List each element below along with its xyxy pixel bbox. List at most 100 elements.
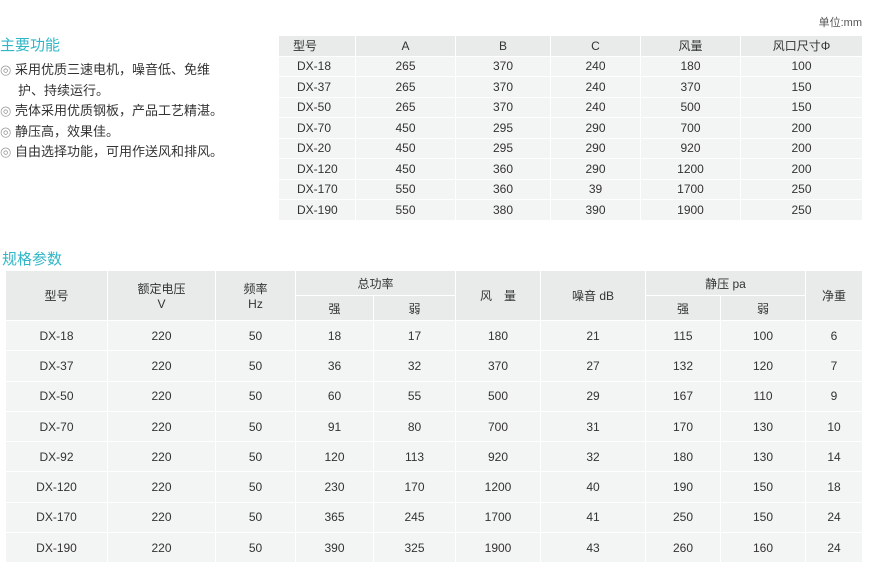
table-cell: 450 [355, 158, 456, 180]
table-cell: 120 [295, 441, 374, 473]
table-cell: 21 [540, 319, 647, 352]
table-cell: 220 [107, 350, 216, 382]
table-cell: 370 [455, 76, 551, 98]
table-cell: DX-120 [278, 158, 356, 180]
table-cell: 220 [107, 501, 216, 534]
table-cell: 190 [645, 471, 722, 503]
column-header: 风口尺寸Φ [740, 35, 863, 57]
table-cell: 370 [455, 96, 551, 118]
table-cell: 450 [355, 117, 456, 139]
table-cell: 370 [455, 55, 551, 77]
table-cell: 50 [215, 380, 296, 412]
table-cell: 150 [740, 76, 863, 98]
table-cell: 230 [295, 471, 374, 503]
table-cell: 9 [805, 380, 864, 412]
table-cell: 91 [295, 410, 374, 443]
table-cell: 180 [640, 55, 741, 77]
header-weight: 净重 [805, 270, 864, 321]
table-cell: 550 [355, 178, 456, 200]
header-noise: 噪音 dB [540, 270, 647, 321]
table-cell: 360 [455, 178, 551, 200]
table-cell: DX-50 [5, 380, 108, 412]
table-cell: 7 [805, 350, 864, 382]
table-cell: 10 [805, 410, 864, 443]
table-row: DX-190 550 380 390 1900 250 [278, 199, 863, 221]
table-cell: 60 [295, 380, 374, 412]
table-cell: 390 [295, 532, 374, 564]
table-cell: 32 [372, 350, 457, 382]
table-cell: 220 [107, 380, 216, 412]
table-cell: 14 [805, 441, 864, 473]
dimensions-table: 型号 A B C 风量 风口尺寸Φ DX-18 265 370 240 180 100 DX-37 265… [278, 35, 863, 221]
feature-item: ◎ 静压高，效果佳。 [0, 123, 119, 139]
table-cell: 920 [640, 137, 741, 159]
table-cell: DX-70 [5, 410, 108, 443]
table-cell: 6 [805, 319, 864, 352]
table-cell: 132 [645, 350, 722, 382]
header-power-weak: 弱 [372, 295, 457, 321]
table-cell: 700 [455, 410, 542, 443]
table-cell: 32 [540, 441, 647, 473]
table-row: DX-120 450 360 290 1200 200 [278, 158, 863, 180]
table-header-row: 型号 A B C 风量 风口尺寸Φ [278, 35, 863, 57]
table-cell: 115 [645, 319, 722, 352]
feature-item-cont: 护、持续运行。 [18, 82, 110, 98]
features-title: 主要功能 [0, 37, 61, 54]
table-cell: 200 [740, 158, 863, 180]
header-power-strong: 强 [295, 295, 374, 321]
unit-label: 单位:mm [818, 17, 862, 29]
table-cell: 250 [740, 178, 863, 200]
table-row: DX-70 450 295 290 700 200 [278, 117, 863, 139]
table-cell: DX-170 [5, 501, 108, 534]
table-cell: DX-50 [278, 96, 356, 118]
table-cell: 130 [720, 410, 807, 443]
table-cell: 31 [540, 410, 647, 443]
table-cell: 920 [455, 441, 542, 473]
header-power: 总功率 [294, 270, 457, 296]
table-cell: DX-37 [5, 350, 108, 382]
table-cell: 100 [740, 55, 863, 77]
column-header: C [550, 35, 641, 57]
table-cell: 250 [740, 199, 863, 221]
table-cell: DX-190 [5, 532, 108, 564]
table-cell: 380 [455, 199, 551, 221]
table-cell: 50 [215, 532, 296, 564]
table-cell: 130 [720, 441, 807, 473]
table-cell: 50 [215, 441, 296, 473]
table-cell: 1700 [455, 501, 542, 534]
feature-item: ◎ 壳体采用优质钢板，产品工艺精湛。 [0, 103, 223, 118]
table-cell: 110 [720, 380, 807, 412]
table-cell: 1200 [455, 471, 542, 503]
table-cell: 700 [640, 117, 741, 139]
table-cell: 220 [107, 410, 216, 443]
table-row: DX-92 220 50 120 113 920 32 180 130 14 [5, 441, 864, 473]
table-cell: 370 [455, 350, 542, 382]
table-cell: 295 [455, 137, 551, 159]
table-cell: DX-70 [278, 117, 356, 139]
table-cell: 36 [295, 350, 374, 382]
table-cell: 150 [720, 471, 807, 503]
table-cell: 260 [645, 532, 722, 564]
table-cell: 40 [540, 471, 647, 503]
table-cell: 220 [107, 441, 216, 473]
table-cell: 41 [540, 501, 647, 534]
table-row: DX-50 220 50 60 55 500 29 167 110 9 [5, 380, 864, 412]
table-cell: DX-190 [278, 199, 356, 221]
table-cell: 24 [805, 501, 864, 534]
table-cell: 245 [372, 501, 457, 534]
table-cell: 18 [805, 471, 864, 503]
table-cell: 1200 [640, 158, 741, 180]
table-cell: 500 [455, 380, 542, 412]
table-cell: DX-170 [278, 178, 356, 200]
table-cell: 150 [740, 96, 863, 118]
table-cell: 17 [372, 319, 457, 352]
table-cell: DX-120 [5, 471, 108, 503]
table-cell: 220 [107, 471, 216, 503]
table-row: DX-18 265 370 240 180 100 [278, 55, 863, 77]
table-cell: 500 [640, 96, 741, 118]
table-cell: 290 [550, 117, 641, 139]
table-cell: 24 [805, 532, 864, 564]
specs-title: 规格参数 [2, 251, 63, 268]
column-header: B [455, 35, 551, 57]
table-cell: 550 [355, 199, 456, 221]
